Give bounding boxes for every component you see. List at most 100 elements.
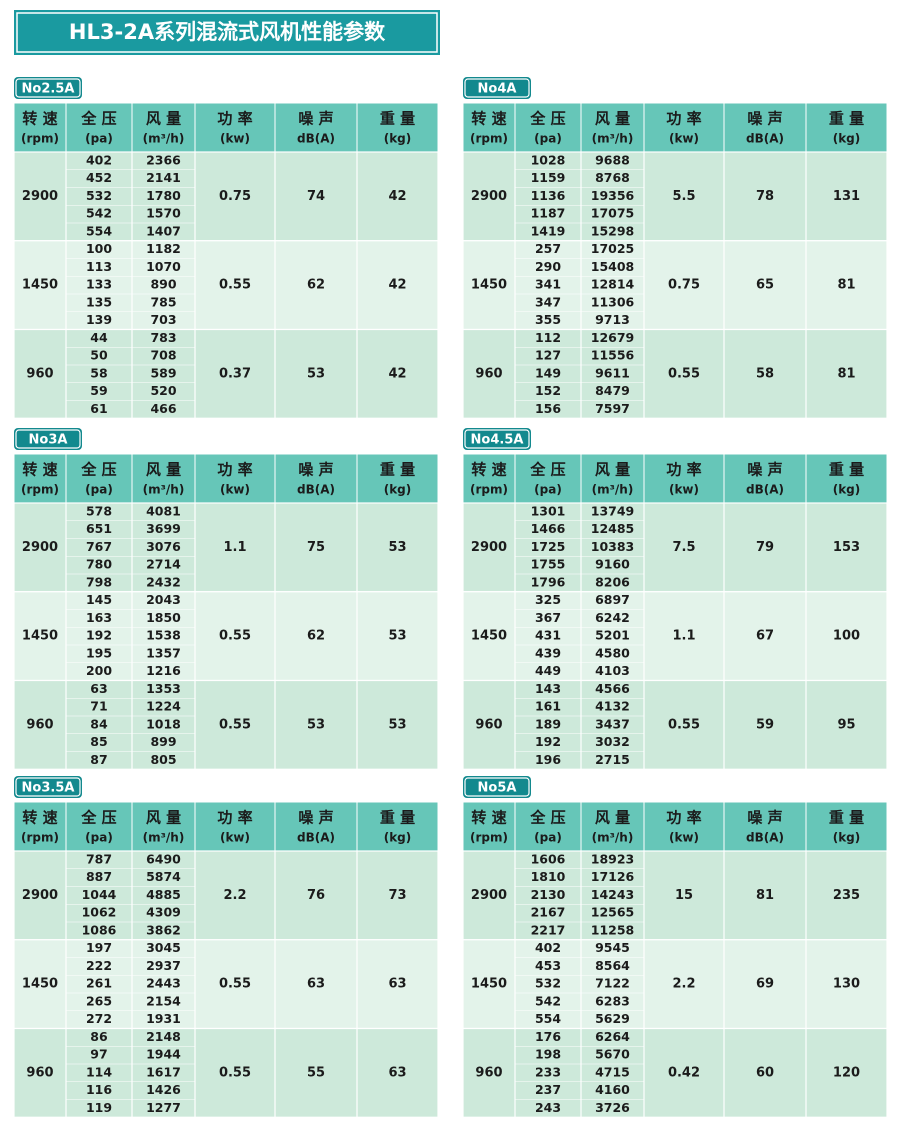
header-line2: (rpm) xyxy=(21,831,59,845)
pressure: 1136 xyxy=(531,188,566,203)
group-band xyxy=(462,591,888,682)
pressure: 532 xyxy=(86,188,112,203)
header-cell xyxy=(723,453,807,504)
pressure: 200 xyxy=(86,663,112,678)
speed: 2900 xyxy=(22,540,58,555)
pressure: 192 xyxy=(535,734,561,749)
flow: 8564 xyxy=(595,958,630,973)
header-line2: (kg) xyxy=(384,483,412,497)
header-cell xyxy=(356,453,439,504)
header-line1: 重 量 xyxy=(380,461,415,479)
speed: 960 xyxy=(475,1065,502,1080)
header-line2: (pa) xyxy=(534,831,562,845)
pressure: 257 xyxy=(535,241,561,256)
flow: 12565 xyxy=(591,905,635,920)
group-band xyxy=(462,679,888,770)
header-line1: 重 量 xyxy=(380,110,415,128)
flow: 11258 xyxy=(591,922,635,937)
pressure: 452 xyxy=(86,170,112,185)
header-line1: 噪 声 xyxy=(298,809,333,827)
pressure: 272 xyxy=(86,1011,112,1026)
header-cell xyxy=(643,453,725,504)
flow: 5670 xyxy=(595,1047,630,1062)
flow: 520 xyxy=(150,383,176,398)
pressure: 195 xyxy=(86,645,112,660)
pressure: 84 xyxy=(90,716,108,731)
power: 7.5 xyxy=(672,540,695,555)
noise: 74 xyxy=(307,189,325,204)
pressure: 237 xyxy=(535,1082,561,1097)
pressure: 1187 xyxy=(531,206,566,221)
flow: 4885 xyxy=(146,887,181,902)
header-cell xyxy=(514,453,582,504)
pressure: 578 xyxy=(86,503,112,518)
power: 0.55 xyxy=(219,717,251,732)
header-line1: 风 量 xyxy=(595,809,630,827)
flow: 4132 xyxy=(595,699,630,714)
header-line2: dB(A) xyxy=(746,132,784,146)
header-line2: dB(A) xyxy=(746,483,784,497)
header-line1: 全 压 xyxy=(529,461,565,479)
header-line2: dB(A) xyxy=(297,831,335,845)
pressure: 1062 xyxy=(82,905,117,920)
flow: 890 xyxy=(150,277,176,292)
flow: 3862 xyxy=(146,922,181,937)
speed: 960 xyxy=(26,1065,53,1080)
flow: 9545 xyxy=(595,940,630,955)
header-line2: (rpm) xyxy=(21,483,59,497)
header-line2: (kw) xyxy=(220,132,250,146)
speed: 1450 xyxy=(22,629,58,644)
header-line2: (kw) xyxy=(220,483,250,497)
flow: 6897 xyxy=(595,592,630,607)
table-label-border xyxy=(464,777,530,797)
pressure: 1086 xyxy=(82,922,117,937)
header-line2: (pa) xyxy=(534,132,562,146)
flow: 5629 xyxy=(595,1011,630,1026)
noise: 67 xyxy=(756,629,774,644)
pressure: 100 xyxy=(86,241,112,256)
header-line1: 噪 声 xyxy=(298,461,333,479)
header-line1: 重 量 xyxy=(829,461,864,479)
power: 0.75 xyxy=(668,278,700,293)
pressure: 197 xyxy=(86,940,112,955)
flow: 6490 xyxy=(146,851,181,866)
header-cell xyxy=(194,801,276,852)
header-cell xyxy=(462,453,516,504)
flow: 6242 xyxy=(595,610,630,625)
group-band xyxy=(462,240,888,331)
header-line1: 转 速 xyxy=(22,809,57,827)
pressure: 1810 xyxy=(531,869,566,884)
flow: 2043 xyxy=(146,592,181,607)
header-line1: 功 率 xyxy=(666,461,701,479)
weight: 53 xyxy=(388,629,406,644)
pressure: 1796 xyxy=(531,574,566,589)
power: 2.2 xyxy=(223,888,246,903)
header-line1: 全 压 xyxy=(80,809,116,827)
pressure: 1044 xyxy=(82,887,117,902)
flow: 5874 xyxy=(146,869,181,884)
flow: 1570 xyxy=(146,206,181,221)
flow: 2715 xyxy=(595,752,630,767)
flow: 4103 xyxy=(595,663,630,678)
header-line2: (pa) xyxy=(85,831,113,845)
flow: 1216 xyxy=(146,663,181,678)
power: 15 xyxy=(675,888,693,903)
header-cell xyxy=(805,453,888,504)
group-band xyxy=(13,850,439,941)
pressure: 767 xyxy=(86,539,112,554)
pressure: 1725 xyxy=(531,539,566,554)
pressure: 532 xyxy=(535,976,561,991)
header-cell xyxy=(580,102,645,153)
group-band xyxy=(462,502,888,593)
flow: 1780 xyxy=(146,188,181,203)
flow: 2714 xyxy=(146,557,181,572)
table-label-tab xyxy=(14,776,82,798)
pressure: 439 xyxy=(535,645,561,660)
group-band xyxy=(13,591,439,682)
noise: 75 xyxy=(307,540,325,555)
group-band xyxy=(13,328,439,419)
pressure: 222 xyxy=(86,958,112,973)
pressure: 1606 xyxy=(531,851,566,866)
flow: 1224 xyxy=(146,699,181,714)
header-line1: 功 率 xyxy=(217,461,252,479)
